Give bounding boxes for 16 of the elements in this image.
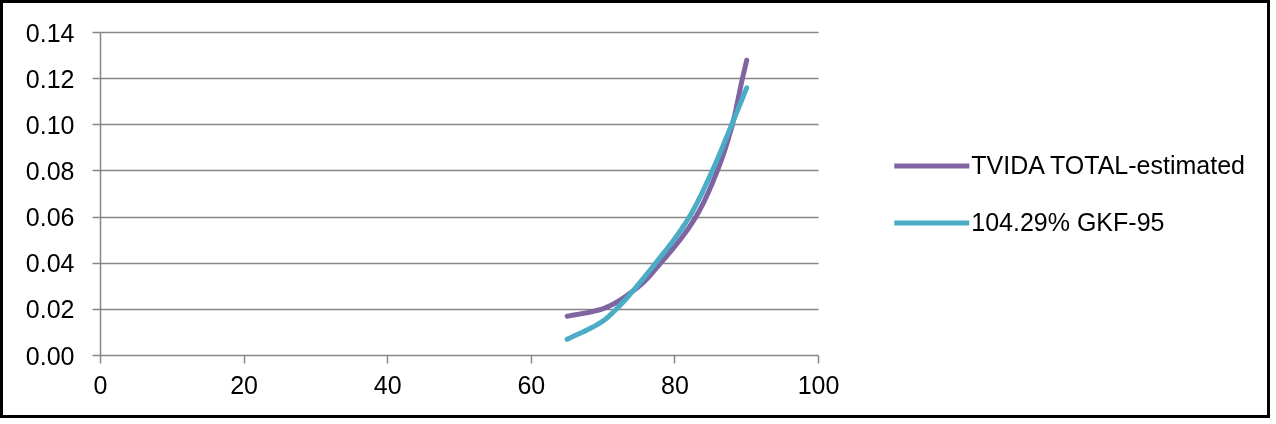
- x-tick-label: 20: [230, 370, 259, 399]
- y-tick-label: 0.00: [25, 341, 75, 370]
- y-tick-label: 0.08: [25, 156, 75, 185]
- y-tick-label: 0.04: [25, 249, 75, 278]
- x-tick-label: 80: [661, 370, 689, 399]
- x-tick-label: 100: [797, 370, 840, 399]
- y-tick-label: 0.14: [25, 18, 75, 47]
- legend-label: 104.29% GKF-95: [971, 207, 1165, 237]
- x-tick-label: 0: [93, 370, 108, 399]
- x-tick-label: 60: [517, 370, 546, 399]
- y-tick-label: 0.12: [25, 64, 75, 93]
- x-tick-label: 40: [373, 370, 402, 399]
- y-tick-label: 0.10: [25, 110, 75, 139]
- y-tick-label: 0.02: [25, 295, 75, 324]
- legend-label: TVIDA TOTAL-estimated: [971, 150, 1245, 180]
- y-tick-label: 0.06: [25, 203, 75, 232]
